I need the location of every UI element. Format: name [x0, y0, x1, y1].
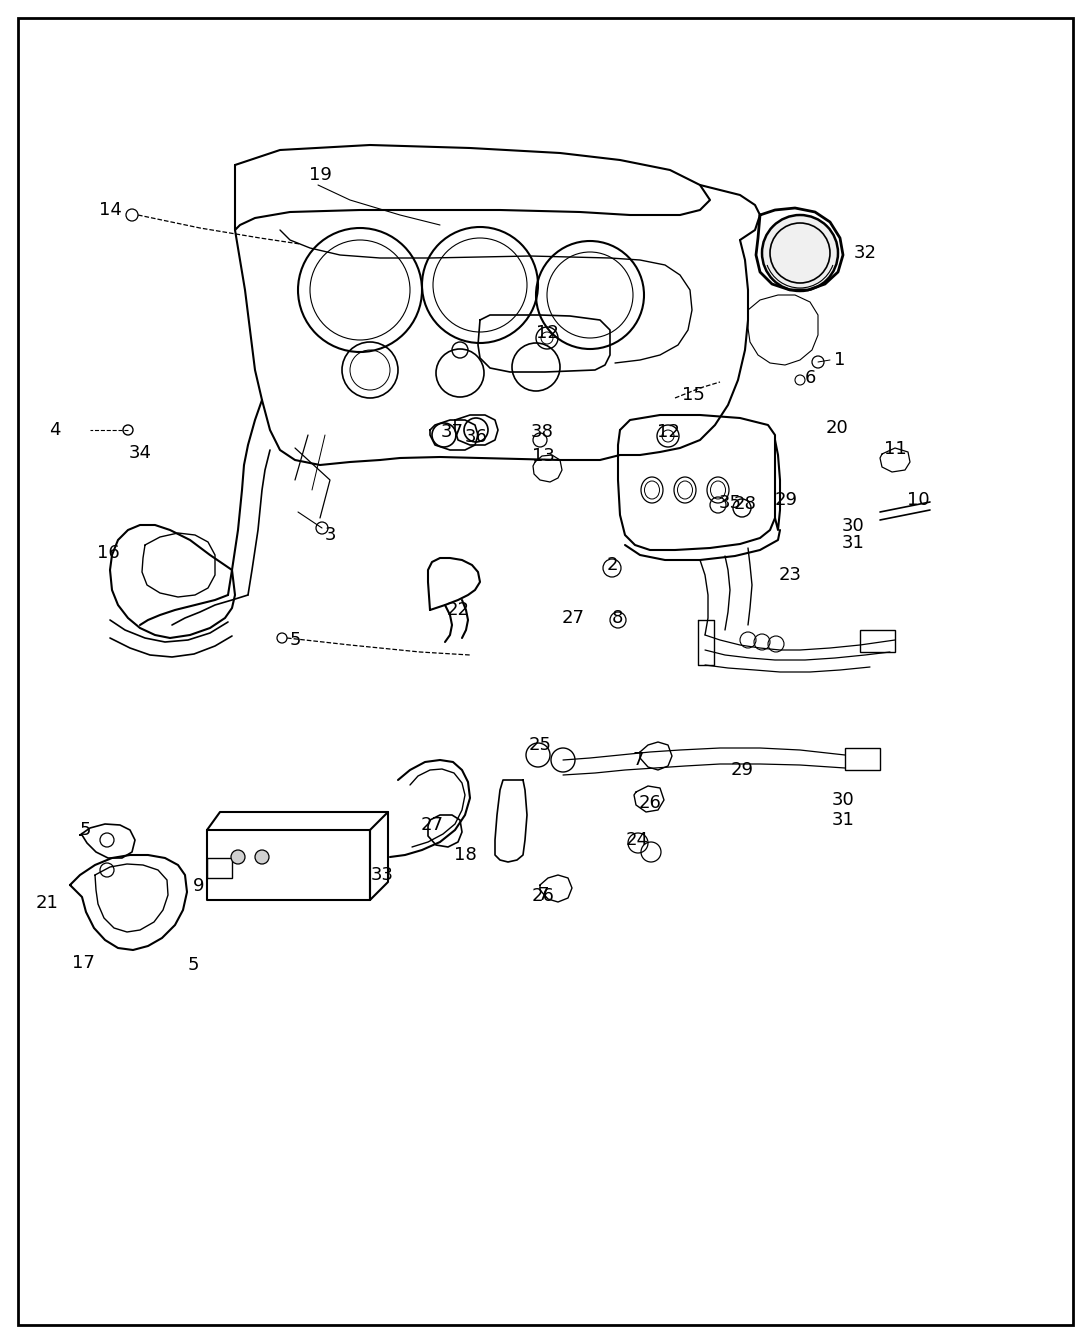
- Text: 7: 7: [537, 886, 549, 904]
- Text: 10: 10: [907, 492, 930, 509]
- Text: 31: 31: [831, 811, 854, 829]
- Text: 12: 12: [657, 423, 680, 441]
- Bar: [860, 630, 895, 651]
- Circle shape: [255, 850, 269, 864]
- Text: 23: 23: [779, 565, 802, 584]
- Text: 31: 31: [841, 535, 864, 552]
- Text: 29: 29: [775, 492, 798, 509]
- Text: 26: 26: [638, 794, 661, 813]
- Text: 25: 25: [528, 736, 551, 753]
- Text: 11: 11: [884, 441, 907, 458]
- Text: 37: 37: [441, 423, 464, 441]
- Text: 7: 7: [633, 751, 644, 770]
- Text: 3: 3: [324, 526, 336, 544]
- Text: 33: 33: [371, 866, 394, 884]
- Bar: [846, 748, 880, 770]
- Text: 21: 21: [36, 894, 59, 912]
- Text: 15: 15: [682, 385, 705, 404]
- Text: 17: 17: [72, 954, 95, 972]
- Text: 36: 36: [465, 428, 488, 446]
- Text: 5: 5: [80, 821, 91, 839]
- Text: 22: 22: [446, 602, 469, 619]
- Text: 16: 16: [97, 544, 119, 561]
- Text: 12: 12: [536, 324, 559, 342]
- Text: 20: 20: [826, 419, 849, 436]
- Text: 27: 27: [420, 817, 444, 834]
- Text: 9: 9: [193, 877, 205, 894]
- Text: 4: 4: [49, 420, 61, 439]
- Text: 8: 8: [611, 608, 623, 627]
- Text: 18: 18: [454, 846, 477, 864]
- Text: 13: 13: [531, 447, 554, 465]
- Text: 5: 5: [289, 631, 301, 649]
- Text: 6: 6: [804, 369, 816, 387]
- Text: 14: 14: [98, 201, 121, 219]
- Text: 24: 24: [625, 831, 648, 849]
- Text: 30: 30: [831, 791, 854, 808]
- Bar: [207, 858, 232, 878]
- Text: 28: 28: [733, 496, 756, 513]
- Text: 19: 19: [309, 167, 332, 184]
- Text: 34: 34: [129, 445, 152, 462]
- Text: 35: 35: [719, 494, 742, 512]
- Text: 32: 32: [853, 244, 876, 262]
- Text: 38: 38: [530, 423, 553, 441]
- Text: 30: 30: [841, 517, 864, 535]
- Text: 5: 5: [188, 956, 199, 974]
- Text: 2: 2: [607, 556, 618, 573]
- Text: 29: 29: [731, 761, 754, 779]
- Circle shape: [231, 850, 245, 864]
- Text: 27: 27: [562, 608, 585, 627]
- Circle shape: [762, 215, 838, 291]
- Text: 26: 26: [531, 886, 554, 905]
- Text: 1: 1: [835, 351, 846, 369]
